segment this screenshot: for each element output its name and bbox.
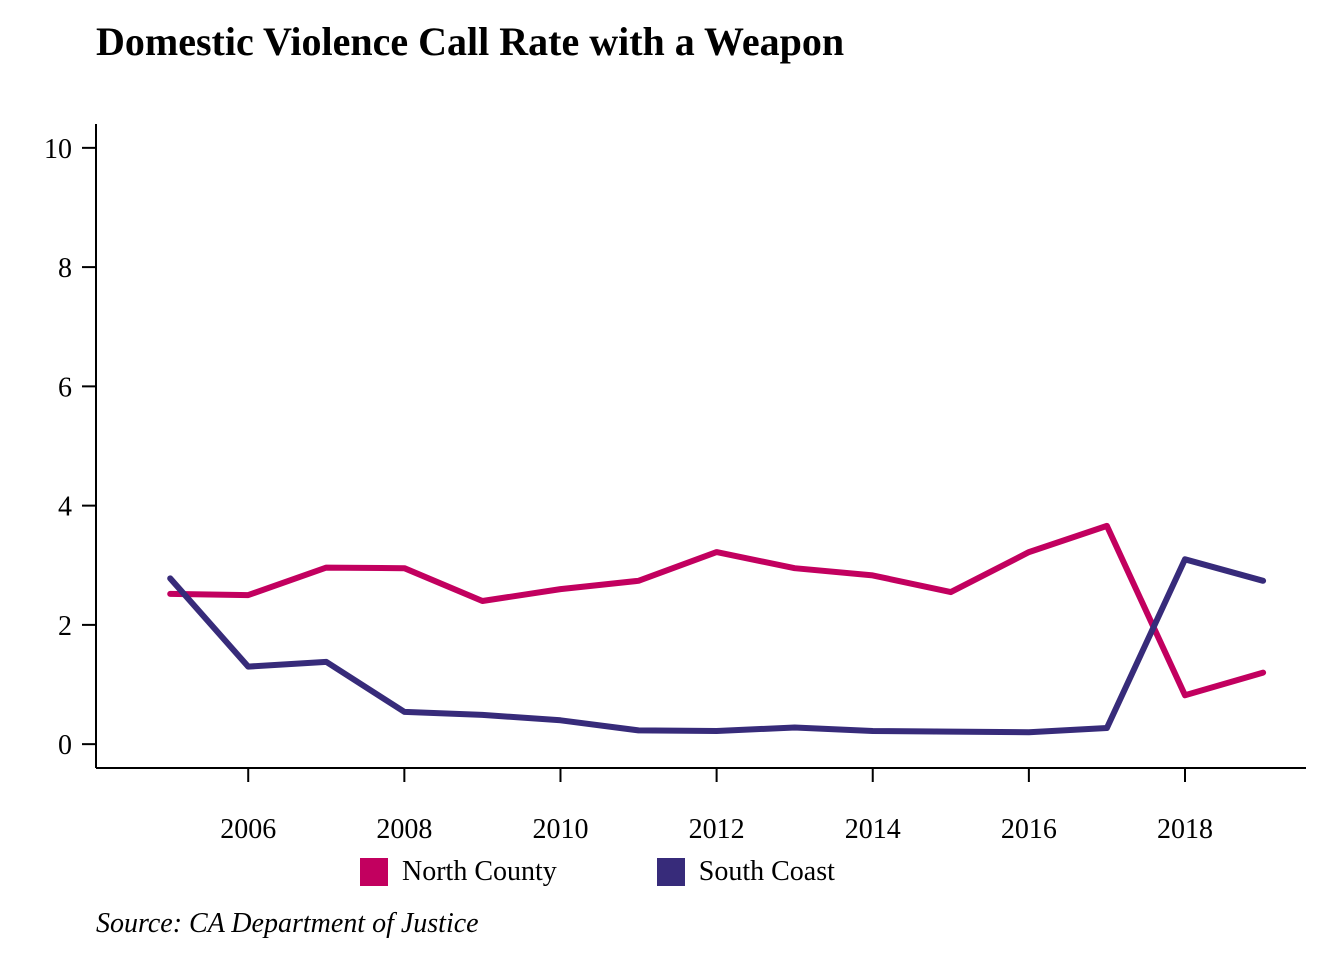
x-tick-label: 2010 [532, 814, 588, 845]
legend: North County South Coast [360, 856, 835, 888]
y-tick-label: 8 [58, 253, 72, 284]
x-tick-label: 2016 [1001, 814, 1057, 845]
y-tick-label: 0 [58, 730, 72, 761]
source-note: Source: CA Department of Justice [96, 908, 479, 939]
x-tick-label: 2014 [845, 814, 901, 845]
legend-item-north-county: North County [360, 856, 557, 888]
legend-label: South Coast [698, 856, 835, 887]
series-line-south-coast [167, 556, 1267, 736]
y-tick-label: 10 [44, 134, 72, 165]
y-tick-label: 2 [58, 611, 72, 642]
x-tick-label: 2006 [220, 814, 276, 845]
legend-swatch [360, 858, 388, 886]
y-tick-label: 4 [58, 492, 72, 523]
legend-item-south-coast: South Coast [656, 856, 835, 888]
series-lines [167, 522, 1267, 736]
chart-title: Domestic Violence Call Rate with a Weapo… [96, 19, 845, 64]
axes [95, 124, 1306, 769]
x-tick-label: 2008 [376, 814, 432, 845]
legend-swatch [656, 858, 685, 886]
x-axis-ticks: 2006 2008 2010 2012 2014 2016 2018 [220, 768, 1213, 845]
x-tick-label: 2012 [689, 814, 745, 845]
y-tick-label: 6 [58, 372, 72, 403]
legend-label: North County [402, 856, 557, 887]
y-axis-ticks: 0 2 4 6 8 10 [44, 134, 96, 761]
x-tick-label: 2018 [1157, 814, 1213, 845]
series-line-north-county [167, 522, 1267, 699]
